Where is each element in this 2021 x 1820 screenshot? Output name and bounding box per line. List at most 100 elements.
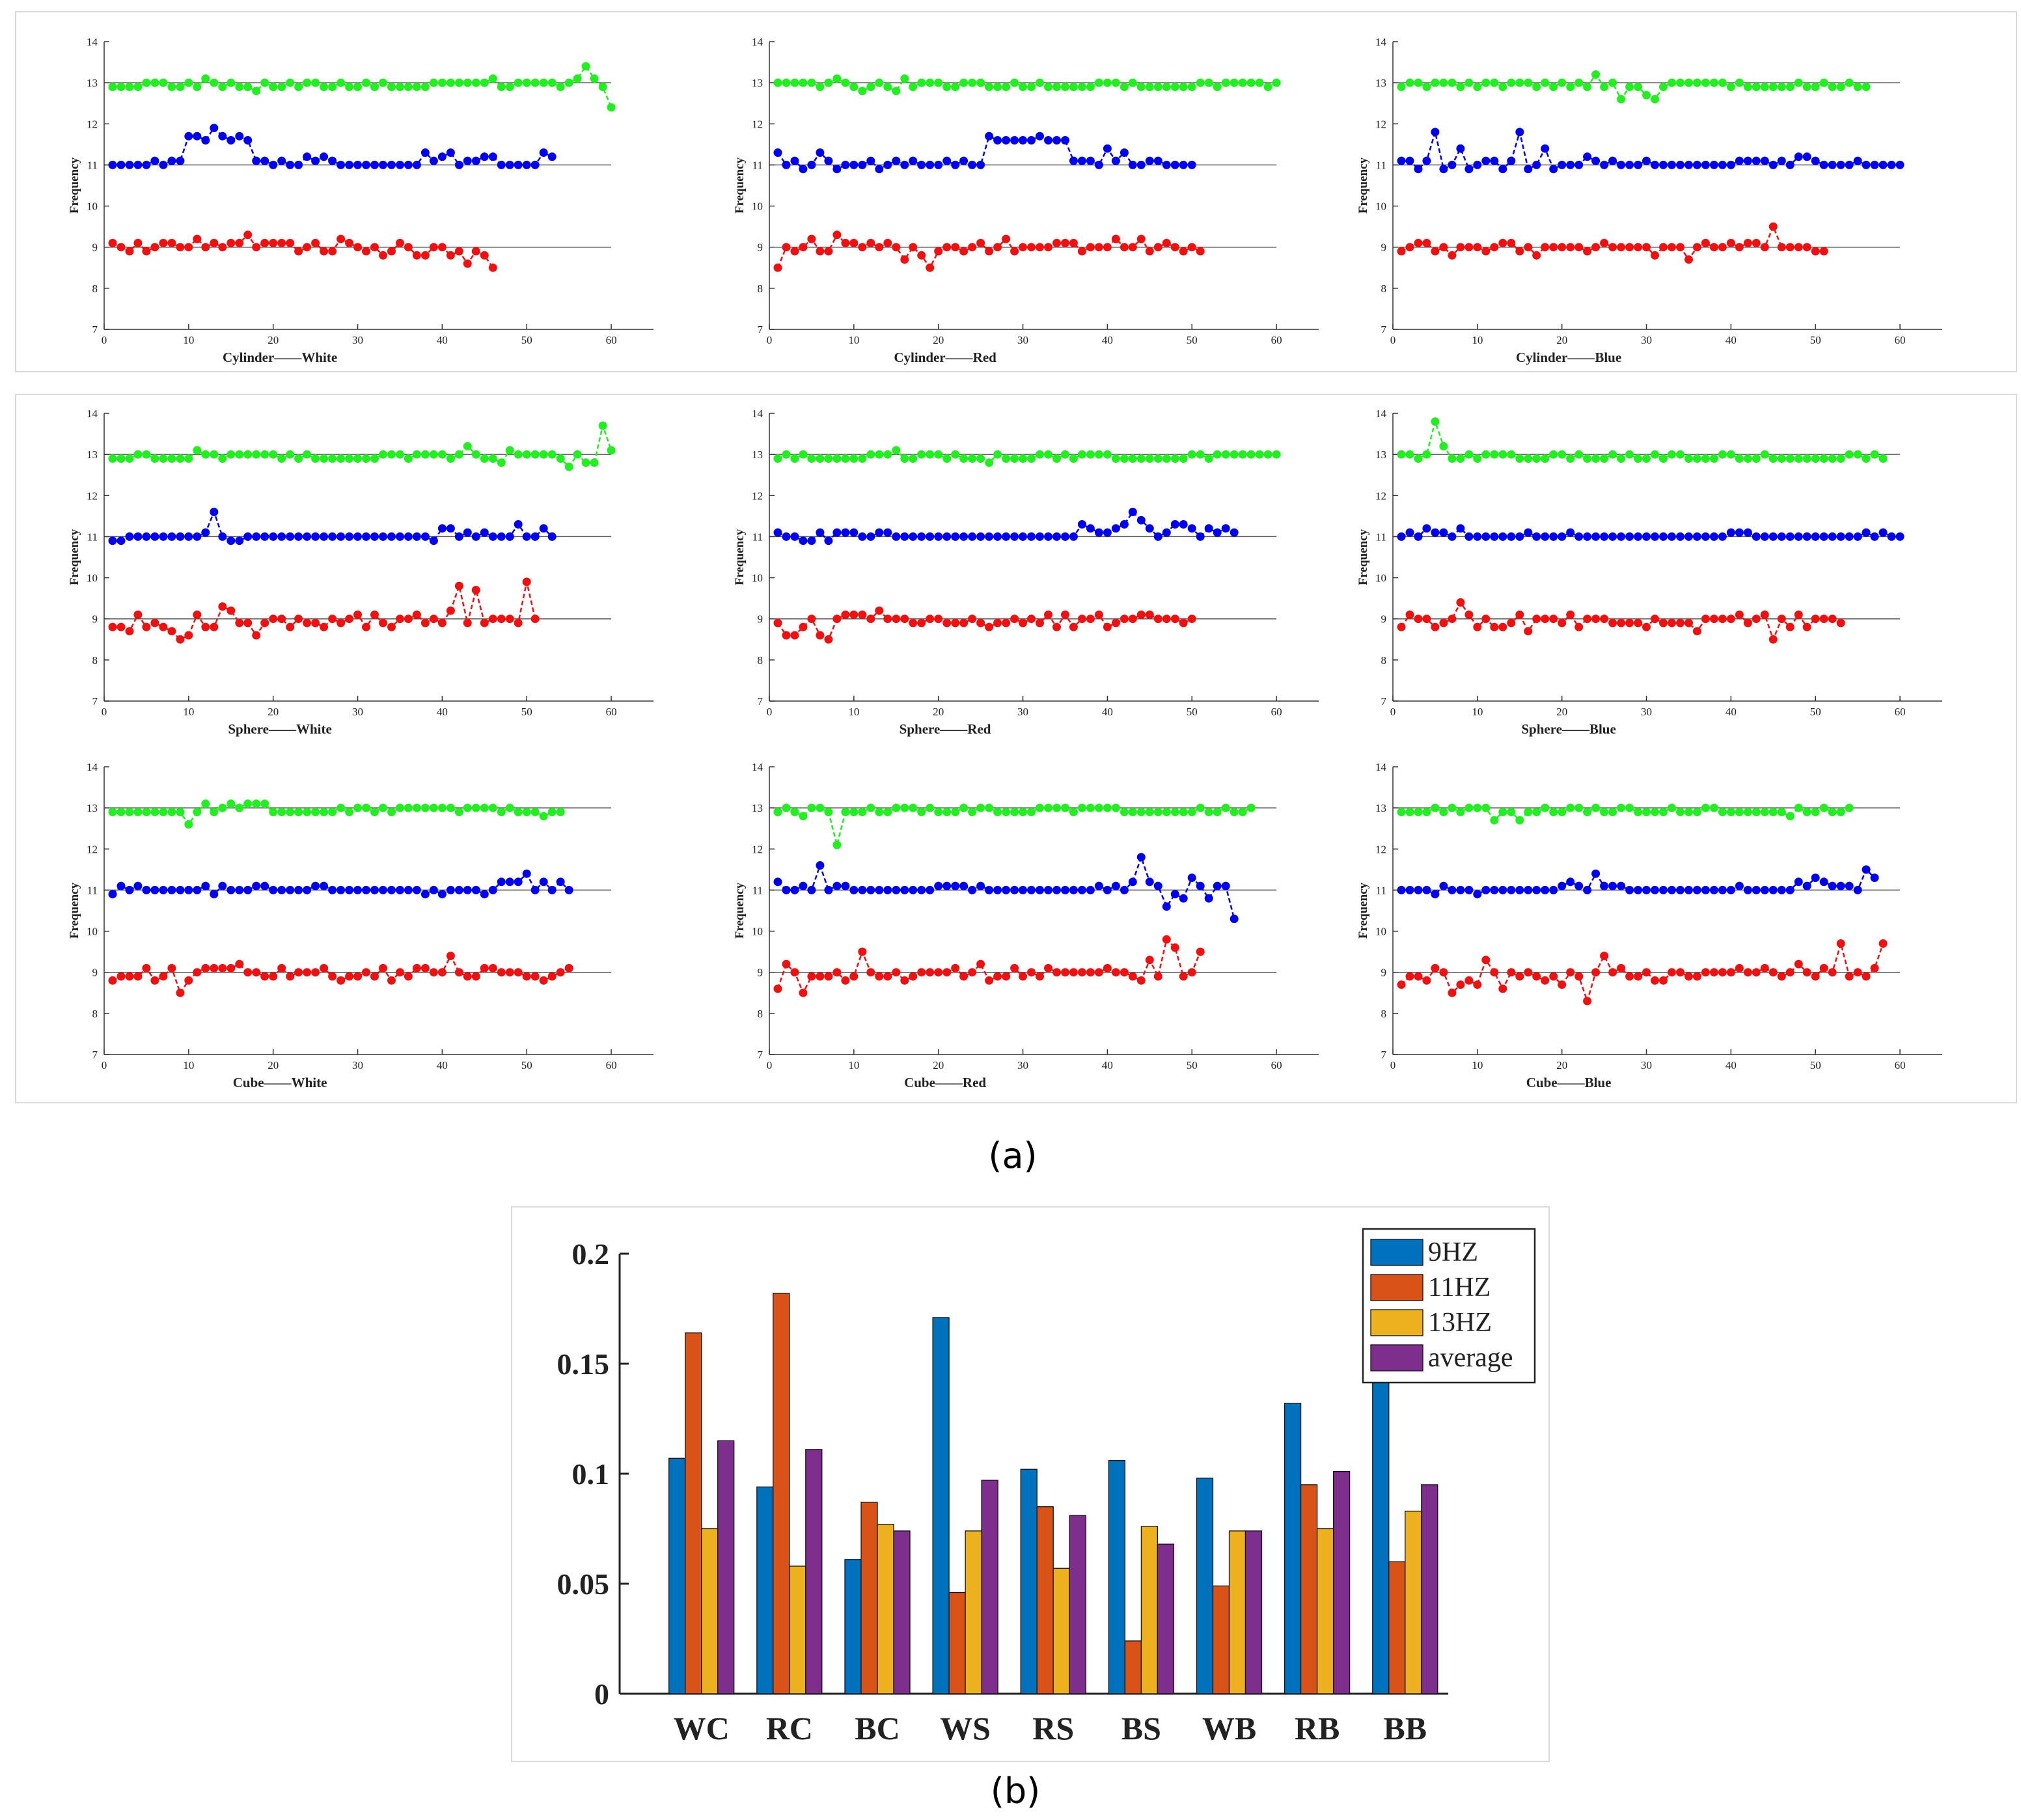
data-point [942, 968, 952, 977]
data-point [1061, 885, 1069, 894]
data-point [1405, 243, 1414, 252]
data-point [1103, 450, 1112, 459]
y-axis-label: Frequency [733, 157, 747, 214]
data-point [370, 885, 379, 894]
data-point [1103, 78, 1112, 87]
data-point [286, 885, 295, 894]
y-tick-label: 14 [1375, 407, 1387, 420]
series-11hz [108, 869, 573, 899]
data-point [404, 243, 413, 252]
y-tick-label: 11 [87, 884, 98, 896]
data-point [497, 458, 506, 467]
data-point [150, 976, 159, 985]
data-point [1676, 532, 1684, 541]
series-9hz [1397, 939, 1888, 1006]
bar-11hz [860, 1502, 878, 1694]
data-point [480, 78, 489, 87]
data-point [849, 160, 859, 169]
data-point [1836, 808, 1845, 816]
data-point [1027, 83, 1036, 91]
bar-average [1157, 1543, 1175, 1694]
data-point [607, 446, 616, 455]
data-point [1600, 83, 1609, 91]
data-point [547, 532, 557, 541]
data-point [420, 890, 430, 899]
data-point [328, 83, 337, 91]
x-tick-label: 60 [1895, 334, 1906, 346]
data-point [1777, 83, 1786, 91]
data-point [1196, 78, 1205, 87]
data-point [799, 812, 808, 821]
data-point [117, 622, 126, 631]
data-point [1709, 454, 1718, 463]
data-point [807, 885, 816, 894]
data-point [816, 803, 825, 812]
data-point [1743, 968, 1752, 977]
data-point [1566, 160, 1575, 169]
data-point [193, 234, 202, 243]
data-point [841, 528, 850, 537]
data-point [201, 881, 210, 890]
series-line [1401, 940, 1884, 1004]
data-point [1541, 614, 1550, 624]
data-point [824, 885, 833, 894]
data-point [1145, 454, 1154, 463]
data-point [1002, 136, 1011, 145]
data-point [1651, 808, 1659, 816]
data-point [892, 243, 901, 252]
data-point [1591, 532, 1601, 541]
data-point [530, 532, 540, 541]
data-point [159, 808, 168, 816]
data-point [1836, 454, 1845, 463]
data-point [1170, 83, 1179, 91]
data-point [1794, 959, 1803, 969]
data-point [1532, 614, 1541, 624]
bar-9hz [1108, 1460, 1126, 1694]
data-point [1870, 874, 1879, 882]
data-point [505, 877, 514, 887]
data-point [1515, 247, 1524, 256]
data-point [790, 78, 799, 87]
data-point [454, 968, 463, 977]
data-point [269, 808, 278, 816]
data-point [1625, 532, 1634, 541]
data-point [1255, 78, 1264, 87]
data-point [1103, 885, 1112, 894]
data-point [412, 532, 421, 541]
data-point [1490, 885, 1499, 894]
subplot-title: Sphere——White [228, 721, 331, 737]
data-point [1802, 968, 1811, 977]
data-point [934, 614, 943, 624]
data-point [108, 622, 117, 631]
data-point [337, 618, 346, 627]
x-tick-label: 20 [1556, 1059, 1567, 1071]
data-point [463, 78, 472, 87]
data-point [1179, 247, 1188, 256]
x-tick-label: 30 [352, 1059, 363, 1071]
data-point [345, 972, 354, 981]
data-point [1524, 454, 1533, 463]
data-point [252, 532, 261, 541]
data-point [133, 532, 143, 541]
data-point [849, 808, 859, 816]
data-point [866, 450, 875, 459]
data-point [1464, 243, 1474, 252]
data-point [1490, 78, 1499, 87]
x-tick-label: 30 [352, 706, 363, 718]
data-point [1019, 972, 1027, 981]
data-point [1768, 968, 1778, 977]
data-point [420, 618, 430, 627]
data-point [1128, 78, 1137, 87]
data-point [1036, 803, 1044, 812]
data-point [480, 528, 489, 537]
data-point [892, 87, 901, 96]
data-point [303, 78, 312, 87]
data-point [1431, 417, 1440, 426]
data-point [1583, 997, 1592, 1006]
data-point [1878, 528, 1888, 537]
data-point [125, 885, 134, 894]
data-point [799, 988, 808, 997]
data-point [1718, 243, 1727, 252]
data-point [1541, 243, 1550, 252]
data-point [1456, 144, 1465, 153]
